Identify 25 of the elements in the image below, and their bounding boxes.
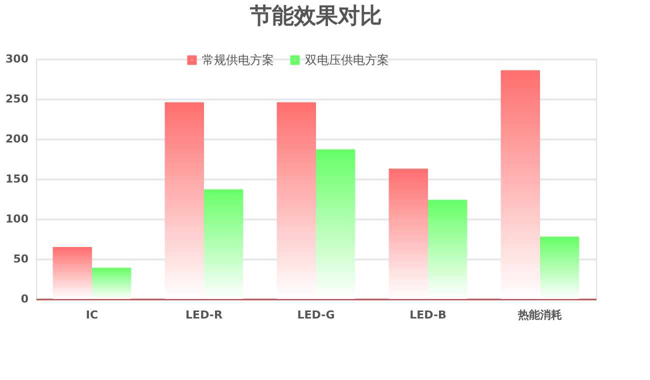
legend-label: 常规供电方案 (202, 53, 274, 68)
bar (500, 70, 540, 299)
chart-title: 节能效果对比 (249, 4, 382, 29)
x-tick-label: LED-B (410, 308, 446, 322)
y-tick-label: 150 (6, 172, 29, 186)
bar (164, 102, 204, 299)
bar (428, 200, 468, 299)
bar (276, 102, 316, 299)
bar (204, 189, 244, 299)
bar (316, 149, 356, 299)
x-tick-label: LED-G (297, 308, 335, 322)
bar (388, 168, 428, 299)
x-tick-label: 热能消耗 (517, 308, 562, 322)
y-tick-label: 50 (13, 252, 29, 266)
y-tick-label: 200 (6, 132, 29, 146)
bar (540, 236, 580, 299)
legend-label: 双电压供电方案 (305, 53, 389, 68)
y-tick-label: 100 (6, 212, 29, 226)
bar (92, 268, 132, 299)
bar (52, 247, 92, 299)
x-tick-label: LED-R (186, 308, 223, 322)
y-tick-label: 300 (6, 52, 29, 66)
y-tick-label: 250 (6, 92, 29, 106)
x-tick-label: IC (86, 308, 98, 322)
y-tick-label: 0 (20, 292, 29, 306)
